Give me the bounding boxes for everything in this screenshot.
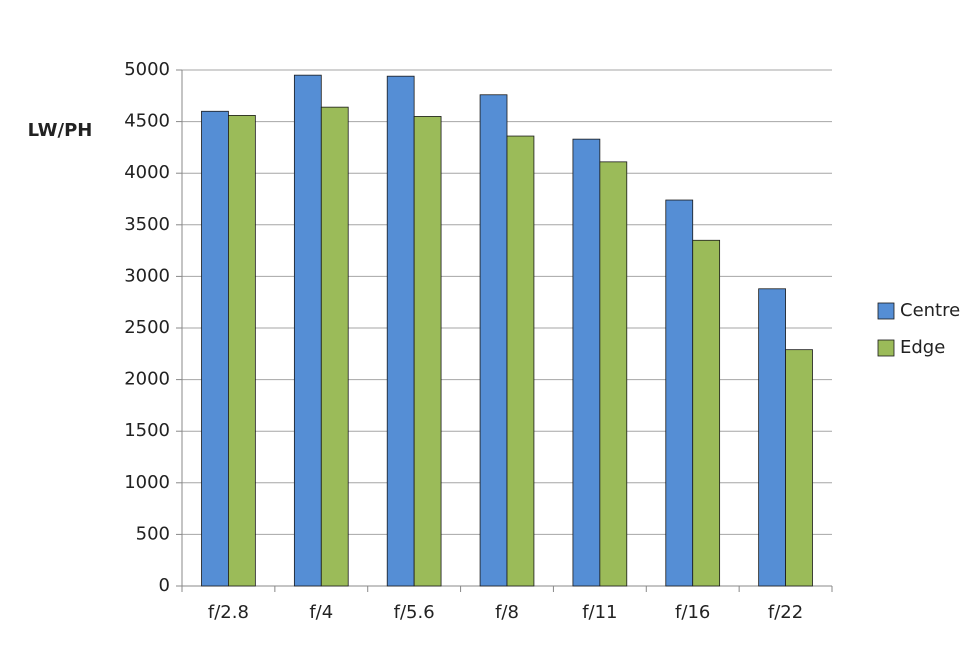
y-tick-label: 3000 [124, 265, 170, 286]
y-tick-label: 5000 [124, 59, 170, 80]
x-tick-label: f/22 [768, 602, 803, 623]
y-tick-label: 1500 [124, 420, 170, 441]
bar [692, 239, 721, 587]
bar [386, 75, 415, 587]
bar [293, 74, 322, 587]
x-tick-label: f/16 [675, 602, 710, 623]
bar [320, 106, 349, 587]
bar [599, 161, 628, 587]
x-tick-label: f/11 [582, 602, 617, 623]
y-tick-label: 1000 [124, 472, 170, 493]
bar [413, 116, 442, 587]
bar [572, 138, 601, 587]
legend-swatch [877, 302, 895, 320]
y-tick-label: 4500 [124, 111, 170, 132]
y-tick-label: 4000 [124, 162, 170, 183]
y-tick-label: 0 [159, 575, 170, 596]
bar [758, 288, 786, 587]
y-tick-label: 500 [136, 523, 170, 544]
legend-label: Edge [900, 337, 945, 358]
legend-swatch [877, 339, 895, 357]
x-tick-label: f/5.6 [394, 602, 435, 623]
bar [665, 199, 694, 587]
bar [228, 115, 256, 587]
bar [506, 135, 535, 587]
bar [201, 110, 229, 587]
y-tick-label: 2000 [124, 369, 170, 390]
y-tick-label: 2500 [124, 317, 170, 338]
bar [785, 349, 813, 587]
bar [479, 94, 508, 587]
x-tick-label: f/2.8 [208, 602, 249, 623]
legend-label: Centre [900, 300, 960, 321]
y-tick-label: 3500 [124, 214, 170, 235]
x-tick-label: f/8 [495, 602, 519, 623]
y-axis-label: LW/PH [28, 120, 93, 141]
x-tick-label: f/4 [309, 602, 333, 623]
